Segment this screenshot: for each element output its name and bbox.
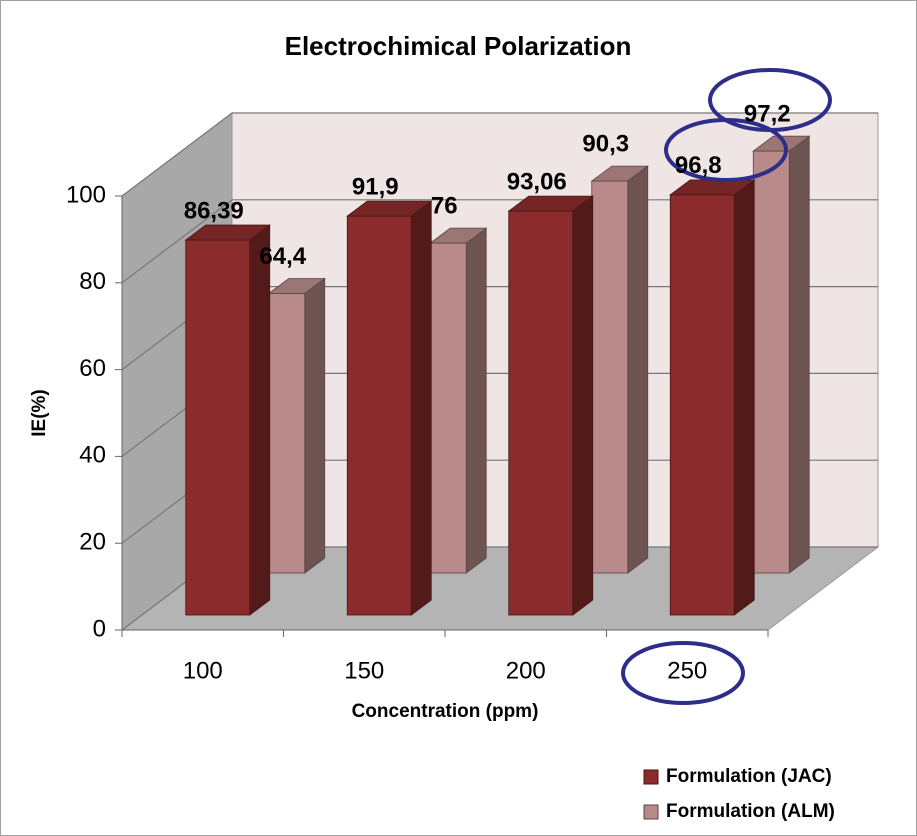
x-tick-label: 150 [344, 657, 384, 684]
highlight-ellipse [664, 118, 788, 182]
bar-side [572, 195, 594, 616]
legend-swatch [643, 769, 659, 785]
bar-front [185, 239, 251, 616]
bar [669, 179, 756, 616]
x-axis-title: Concentration (ppm) [352, 701, 539, 722]
y-axis-title: IE(%) [29, 389, 50, 437]
bar [507, 195, 594, 616]
data-label: 64,4 [259, 243, 306, 270]
bar-front [752, 150, 790, 574]
bar-side [304, 277, 326, 574]
data-label: 93,06 [507, 168, 567, 195]
data-label: 76 [431, 193, 458, 220]
y-tick-label: 20 [79, 529, 106, 556]
bar-front [346, 215, 412, 616]
grid-line [121, 112, 878, 197]
y-tick-label: 0 [93, 615, 106, 642]
chart-title: Electrochimical Polarization [285, 31, 632, 61]
bar-front [669, 194, 735, 616]
y-tick-label: 60 [79, 355, 106, 382]
bar-side [627, 165, 649, 574]
bar [429, 227, 488, 574]
bar [346, 200, 433, 616]
y-tick-label: 40 [79, 442, 106, 469]
x-tick-label: 250 [667, 657, 707, 684]
bar-side [249, 224, 271, 616]
legend-label: Formulation (JAC) [666, 766, 832, 787]
legend-swatch [643, 804, 659, 820]
bars [184, 135, 811, 616]
legend: Formulation (JAC) Formulation (ALM) [643, 766, 835, 822]
bar-front [591, 180, 629, 574]
bar [267, 277, 326, 574]
bar-side [465, 227, 487, 574]
bar-front [508, 210, 574, 616]
bar-front [268, 293, 306, 574]
bar-side [788, 135, 810, 574]
legend-label: Formulation (ALM) [666, 801, 835, 822]
grid-line [121, 199, 878, 284]
data-label: 86,39 [184, 197, 244, 224]
data-label: 96,8 [675, 152, 722, 179]
bar-side [410, 200, 432, 616]
bar-front [429, 242, 467, 574]
bar [184, 224, 271, 616]
bar [752, 135, 811, 574]
bar [590, 165, 649, 574]
x-tick-label: 200 [506, 657, 546, 684]
x-tick-label: 100 [183, 657, 223, 684]
y-tick-label: 80 [79, 268, 106, 295]
data-label: 90,3 [582, 130, 629, 157]
y-tick-label: 100 [66, 181, 106, 208]
bar-side [733, 179, 755, 616]
highlight-ellipse [621, 641, 745, 705]
data-label: 91,9 [352, 173, 399, 200]
data-label: 97,2 [744, 100, 791, 127]
